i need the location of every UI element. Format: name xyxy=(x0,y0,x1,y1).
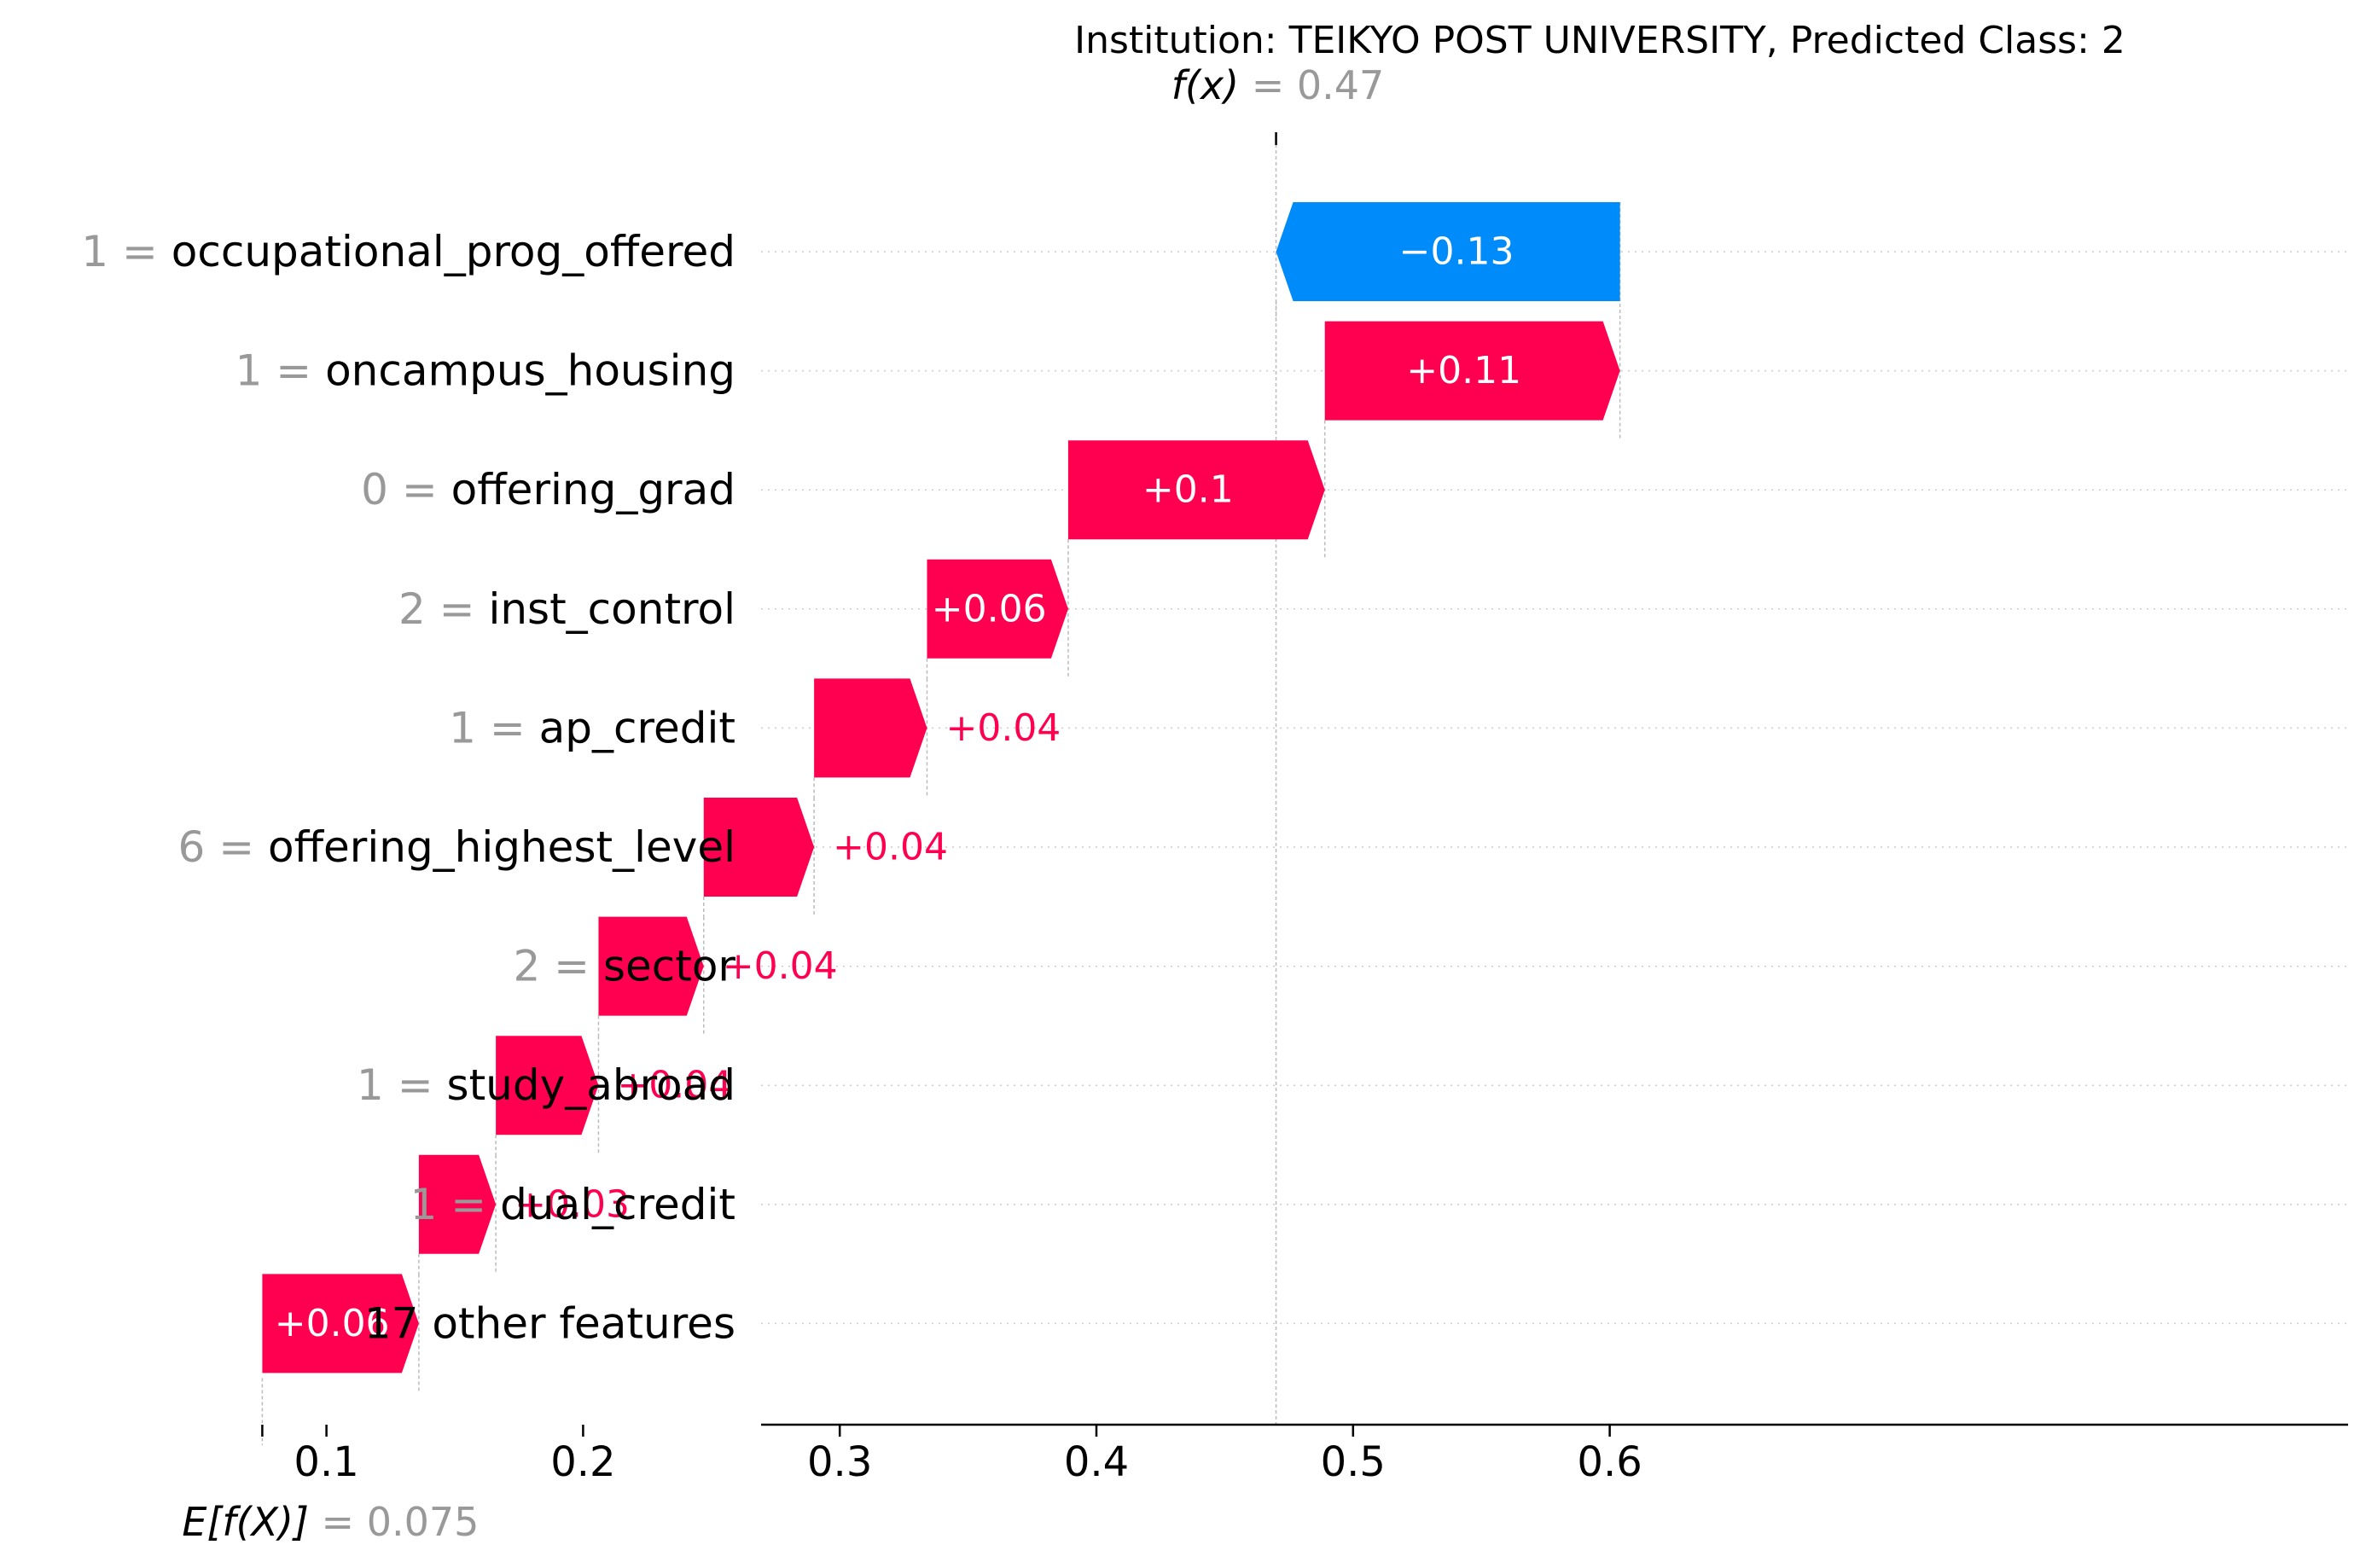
base-value: = 0.075 xyxy=(309,1499,479,1545)
bar-occupational_prog_offered xyxy=(1276,202,1620,301)
bar-value-label: −0.13 xyxy=(1399,230,1514,274)
feature-value: 1 = xyxy=(410,1180,501,1229)
feature-value: 2 = xyxy=(513,942,603,991)
bar-offering_grad xyxy=(1067,440,1325,540)
bar-dual_credit xyxy=(418,1154,497,1254)
bar-value-label: +0.11 xyxy=(1406,349,1521,392)
bar-17-other-features xyxy=(262,1274,419,1373)
feature-label: 17 other features xyxy=(364,1298,735,1348)
feature-value: 1 = xyxy=(449,703,539,752)
final-value: = 0.47 xyxy=(1239,62,1384,108)
bar-value-label: +0.03 xyxy=(515,1182,630,1226)
feature-label: 1 = occupational_prog_offered xyxy=(81,227,735,276)
feature-name: 17 other features xyxy=(364,1298,735,1348)
x-tick-label: 0.5 xyxy=(1321,1438,1386,1486)
bar-value-label: +0.04 xyxy=(723,944,838,988)
bar-value-label: +0.04 xyxy=(945,706,1061,750)
bar-value-label: +0.04 xyxy=(617,1064,732,1107)
bar-offering_highest_level xyxy=(703,798,815,897)
feature-value: 1 = xyxy=(357,1060,447,1110)
feature-label: 6 = offering_highest_level xyxy=(178,822,736,872)
bar-study_abroad xyxy=(496,1036,599,1135)
feature-name: occupational_prog_offered xyxy=(172,227,735,276)
bar-inst_control xyxy=(927,559,1068,659)
final-value-label: f(x) = 0.47 xyxy=(1171,62,1385,108)
bar-value-label: +0.06 xyxy=(275,1302,390,1345)
feature-name: dual_credit xyxy=(500,1180,735,1229)
feature-label: 2 = inst_control xyxy=(398,584,735,634)
feature-label: 2 = sector xyxy=(513,942,735,991)
x-tick-label: 0.2 xyxy=(550,1438,615,1486)
bar-ap_credit xyxy=(814,678,927,778)
feature-name: ap_credit xyxy=(539,703,735,752)
bar-sector xyxy=(598,916,704,1016)
feature-label: 0 = offering_grad xyxy=(361,465,735,514)
chart-title: Institution: TEIKYO POST UNIVERSITY, Pre… xyxy=(1074,19,2125,62)
feature-name: offering_highest_level xyxy=(268,822,735,872)
feature-name: inst_control xyxy=(488,584,735,634)
feature-name: oncampus_housing xyxy=(325,346,735,396)
bar-value-label: +0.1 xyxy=(1142,468,1234,512)
x-tick-label: 0.6 xyxy=(1577,1438,1642,1486)
bar-value-label: +0.04 xyxy=(833,826,948,869)
bar-oncampus_housing xyxy=(1324,321,1620,421)
bar-value-label: +0.06 xyxy=(932,587,1047,630)
feature-label: 1 = study_abroad xyxy=(357,1060,735,1110)
base-label: E[f(X)] xyxy=(182,1499,309,1545)
feature-value: 1 = xyxy=(235,346,326,396)
feature-label: 1 = ap_credit xyxy=(449,703,735,752)
feature-name: sector xyxy=(603,942,735,991)
feature-value: 1 = xyxy=(81,227,172,276)
feature-label: 1 = oncampus_housing xyxy=(235,346,735,396)
feature-name: study_abroad xyxy=(447,1060,735,1110)
base-value-label: E[f(X)] = 0.075 xyxy=(182,1499,479,1545)
final-label: f(x) xyxy=(1171,62,1239,108)
feature-value: 6 = xyxy=(178,822,269,872)
feature-label: 1 = dual_credit xyxy=(410,1180,735,1229)
feature-value: 2 = xyxy=(398,584,489,634)
x-tick-label: 0.3 xyxy=(807,1438,872,1486)
x-tick-label: 0.4 xyxy=(1064,1438,1129,1486)
feature-value: 0 = xyxy=(361,465,451,514)
feature-name: offering_grad xyxy=(451,465,735,514)
x-tick-label: 0.1 xyxy=(294,1438,358,1486)
